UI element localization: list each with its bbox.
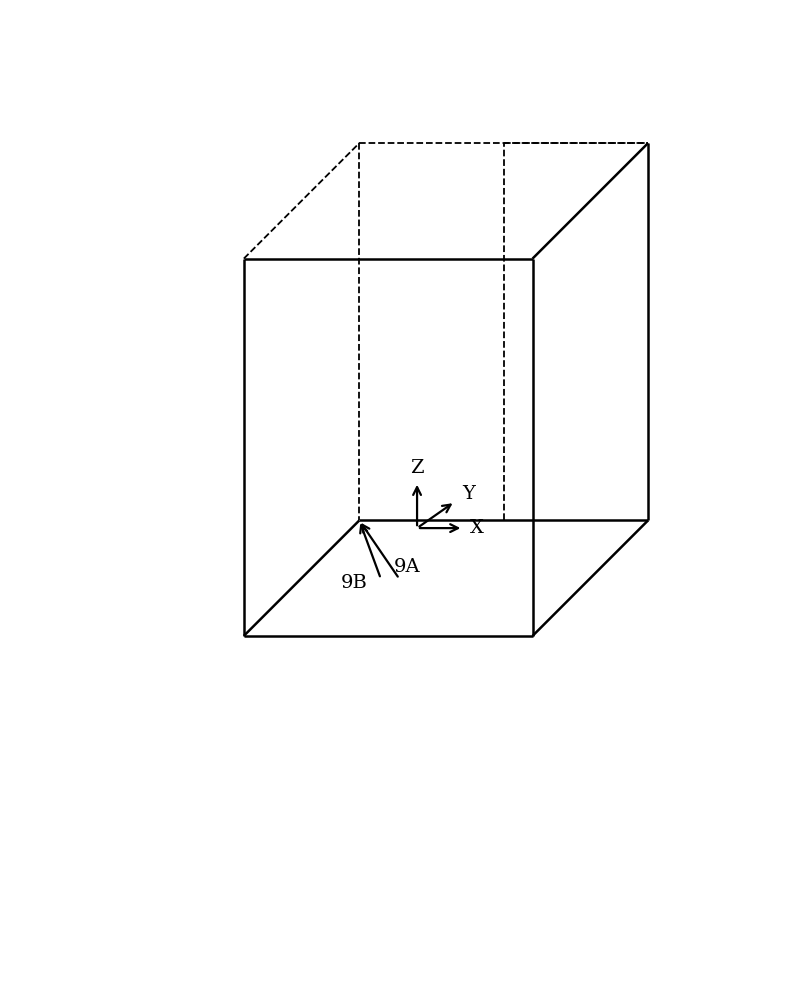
Text: Z: Z (410, 459, 424, 477)
Text: 9B: 9B (340, 574, 367, 592)
Text: X: X (470, 519, 484, 537)
Text: 9A: 9A (394, 558, 421, 576)
Text: Y: Y (463, 485, 475, 503)
